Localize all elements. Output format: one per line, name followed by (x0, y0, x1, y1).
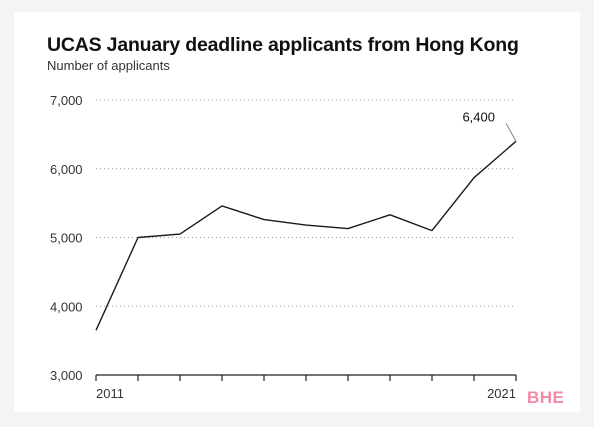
annotation-layer: 6,400 (462, 109, 517, 142)
chart-subtitle: Number of applicants (47, 58, 170, 73)
y-tick-label: 5,000 (50, 231, 83, 246)
series-layer (95, 140, 517, 331)
y-tick-label: 6,000 (50, 162, 83, 177)
x-tick-label-end: 2021 (487, 386, 516, 401)
y-tick-label: 3,000 (50, 368, 83, 383)
watermark-logo: BHE (527, 388, 565, 407)
y-tick-label: 7,000 (50, 93, 83, 108)
chart-card (14, 12, 580, 412)
y-axis-labels: 3,000 4,000 5,000 6,000 7,000 (50, 93, 83, 383)
annotation-leader (505, 123, 517, 142)
annotation-label: 6,400 (462, 109, 495, 124)
x-tick-label-start: 2011 (96, 386, 124, 401)
chart-title: UCAS January deadline applicants from Ho… (47, 34, 519, 56)
y-tick-label: 4,000 (50, 299, 83, 314)
series-line (95, 140, 517, 331)
x-axis: 2011 2021 (95, 374, 517, 401)
